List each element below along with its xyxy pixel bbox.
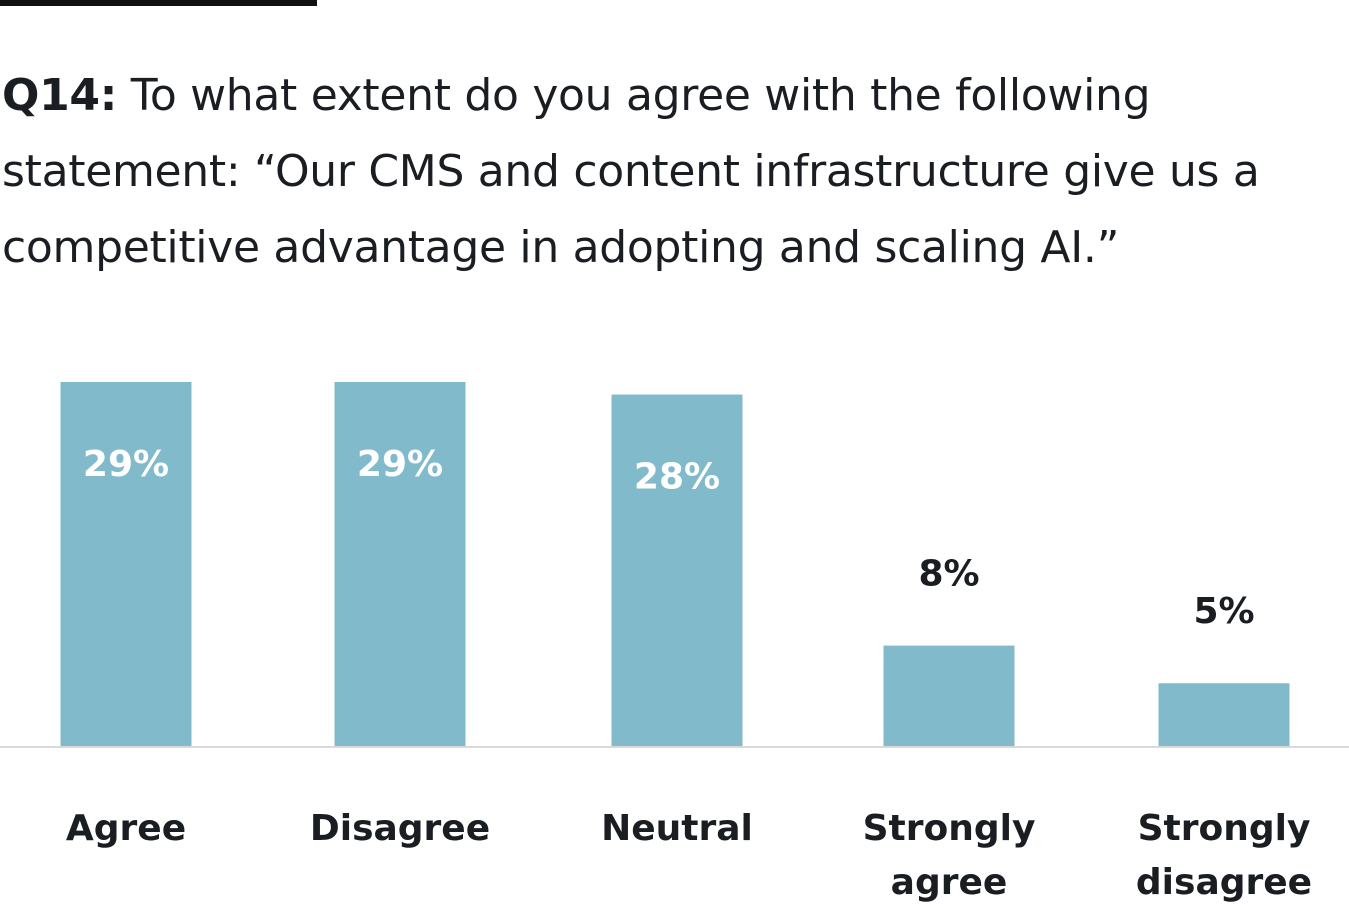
bar-disagree	[334, 382, 466, 746]
category-label: Strongly	[863, 808, 1036, 849]
category-label: agree	[891, 862, 1008, 903]
chart-title: Q14: To what extent do you agree with th…	[2, 58, 1322, 286]
category-label: Disagree	[310, 808, 490, 849]
value-label: 5%	[1193, 591, 1254, 632]
category-label: Neutral	[601, 808, 753, 849]
question-text: To what extent do you agree with the fol…	[2, 70, 1260, 273]
value-label: 29%	[83, 444, 169, 485]
value-label: 8%	[918, 554, 979, 595]
category-label: Strongly	[1138, 808, 1311, 849]
bar-agree	[60, 382, 192, 746]
bar-neutral	[611, 394, 743, 746]
bar-strongly-agree	[883, 645, 1015, 746]
top-rule	[0, 0, 317, 6]
value-label: 29%	[357, 444, 443, 485]
question-number: Q14:	[2, 70, 118, 121]
category-label: Agree	[66, 808, 186, 849]
category-label: disagree	[1136, 862, 1312, 903]
bar-strongly-disagree	[1158, 683, 1290, 746]
value-label: 28%	[634, 457, 720, 498]
